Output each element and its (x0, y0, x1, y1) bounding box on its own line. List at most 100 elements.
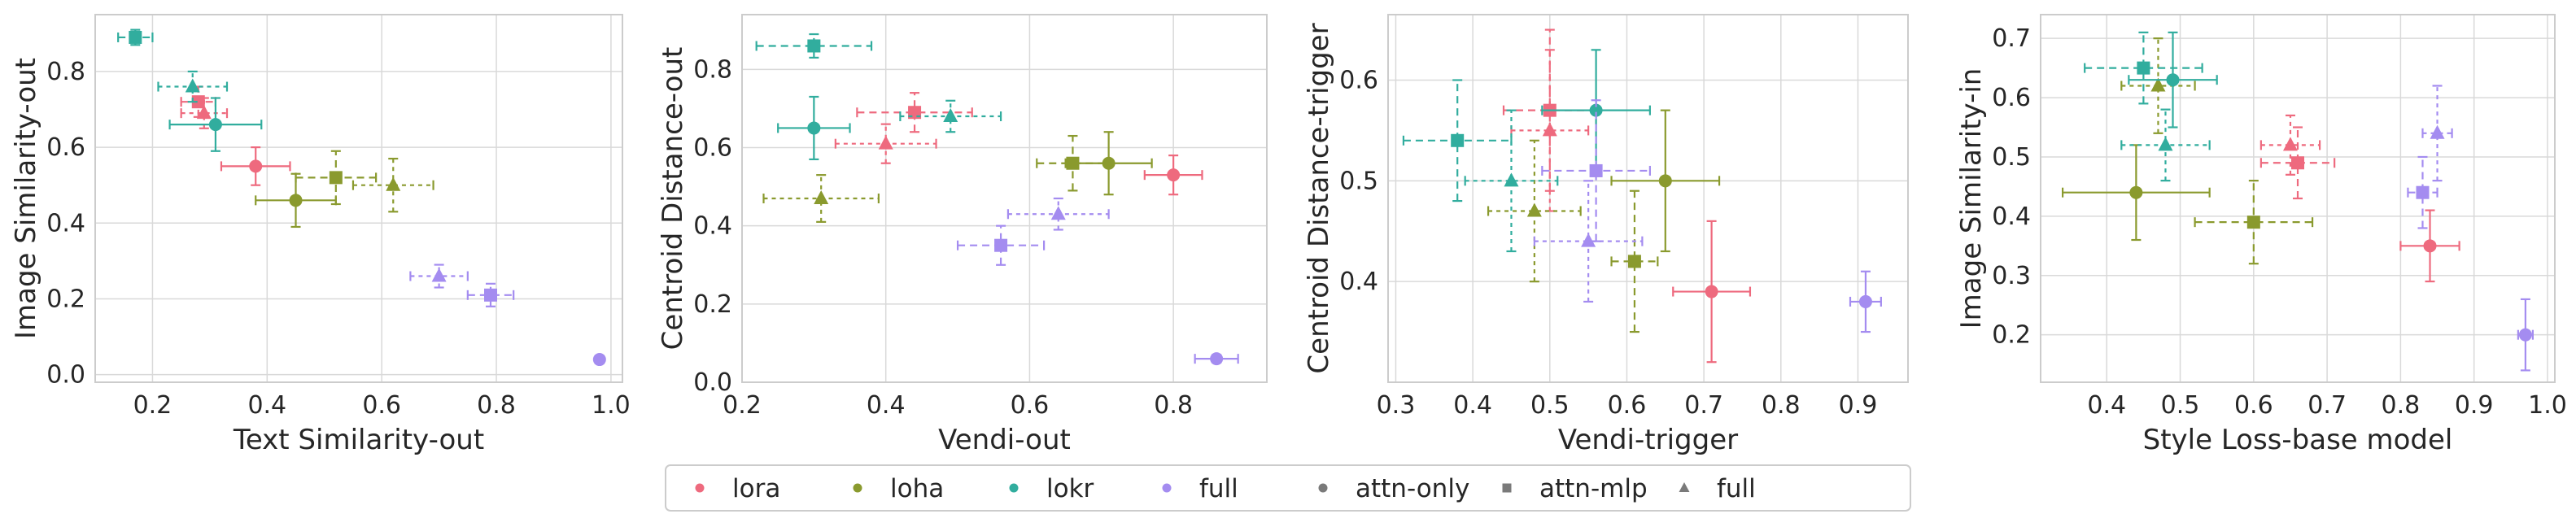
square-marker (1066, 156, 1080, 170)
data-point-lora-full (834, 123, 937, 164)
square-marker (484, 288, 497, 302)
data-point-full-attn-only (592, 353, 606, 367)
x-tick-label: 0.9 (2455, 391, 2494, 420)
y-tick-label: 0.6 (1339, 66, 1378, 94)
x-axis-label: Vendi-trigger (1558, 424, 1738, 456)
data-point-loha-full (1487, 139, 1582, 283)
y-tick-label: 0.7 (1992, 24, 2031, 53)
x-tick-label: 0.6 (1608, 391, 1647, 420)
legend-label: lokr (1046, 474, 1094, 503)
x-tick-label: 0.7 (1684, 391, 1723, 420)
data-point-lokr-attn-mlp (755, 33, 873, 59)
legend-circle-marker (1162, 483, 1172, 493)
y-tick-label: 0.4 (1339, 268, 1378, 296)
legend-item: lokr (1009, 474, 1094, 503)
legend-circle-marker (1009, 483, 1019, 493)
y-tick-label: 0.6 (1992, 84, 2031, 112)
data-point-full-full (2421, 85, 2453, 182)
data-point-lora-attn-only (1143, 155, 1203, 196)
square-marker (129, 30, 142, 44)
legend-item: attn-mlp (1502, 474, 1648, 503)
y-tick-label: 0.0 (46, 361, 85, 390)
legend-frame (665, 464, 1911, 512)
x-tick-label: 0.7 (2307, 391, 2347, 420)
data-point-lokr-full (899, 99, 1002, 133)
y-tick-label: 0.6 (693, 133, 732, 162)
legend-circle-marker (1318, 483, 1328, 493)
y-tick-label: 0.2 (46, 285, 85, 313)
square-marker (2416, 185, 2430, 199)
triangle-marker (1542, 122, 1557, 137)
data-point-lora-attn-only (1672, 220, 1752, 364)
plot-frame (741, 14, 1268, 383)
triangle-marker (2282, 137, 2298, 151)
triangle-marker (196, 105, 212, 120)
triangle-marker (386, 176, 401, 191)
legend-item: full (1162, 474, 1238, 503)
x-tick-label: 1.0 (592, 391, 631, 420)
legend-item: full (1679, 474, 1756, 503)
x-tick-label: 0.2 (723, 391, 762, 420)
data-point-full-attn-only (1849, 270, 1882, 333)
y-tick-label: 0.5 (1339, 167, 1378, 195)
circle-marker (208, 118, 222, 132)
y-axis-label: Image Similarity-in (1955, 68, 1988, 329)
x-tick-label: 0.4 (247, 391, 286, 420)
triangle-marker (814, 190, 829, 204)
data-point-lokr-attn-mlp (2084, 31, 2203, 105)
square-marker (329, 171, 343, 185)
triangle-marker (2158, 137, 2173, 151)
x-tick-label: 0.4 (1453, 391, 1492, 420)
circle-marker (1589, 103, 1603, 117)
chart-panel-1: 0.2 0.4 0.6 0.8 1.0 0.0 0.2 0.4 0.6 0.8 Text Simil… (10, 14, 631, 456)
chart-panel-2: 0.2 0.4 0.6 0.80.00.20.40.60.8Vendi-outCent… (657, 14, 1268, 456)
chart-panel-4: 0.4 0.5 0.6 0.7 0.8 0.9 1.0 0.2 0.3 0.4 0.5 0.6 0.7 S… (1955, 14, 2567, 456)
data-point-lokr-attn-only (777, 95, 851, 161)
triangle-marker (2430, 124, 2445, 139)
triangle-marker (1504, 172, 1519, 187)
y-tick-label: 0.8 (46, 58, 85, 86)
x-tick-label: 0.2 (133, 391, 172, 420)
data-point-loha-attn-only (2061, 144, 2211, 242)
data-point-lora-attn-mlp (2259, 126, 2336, 200)
x-tick-label: 0.5 (2161, 391, 2200, 420)
circle-marker (289, 194, 303, 207)
data-point-full-attn-only (1194, 352, 1239, 366)
data-point-lora-full (180, 97, 229, 129)
data-point-loha-full (351, 157, 434, 213)
square-marker (2246, 216, 2260, 229)
legend-square-marker (1502, 483, 1512, 493)
data-point-full-full (1006, 197, 1110, 231)
circle-marker (2129, 185, 2143, 199)
plot-frame (94, 14, 623, 383)
square-marker (807, 39, 821, 53)
y-axis-label: Image Similarity-out (10, 58, 42, 339)
y-tick-label: 0.4 (693, 212, 732, 241)
x-tick-label: 0.4 (2087, 391, 2126, 420)
data-point-full-attn-only (2517, 298, 2535, 372)
data-point-lokr-full (1464, 109, 1559, 253)
y-tick-label: 0.0 (693, 368, 732, 397)
circle-marker (592, 353, 606, 367)
square-marker (1451, 133, 1465, 147)
legend-circle-marker (695, 483, 705, 493)
legend-label: lora (732, 474, 780, 503)
data-point-lokr-full (2120, 108, 2211, 182)
data-point-lokr-attn-mlp (117, 28, 154, 46)
x-tick-label: 0.8 (477, 391, 516, 420)
triangle-marker (431, 268, 447, 282)
y-tick-label: 0.2 (1992, 321, 2031, 350)
legend-item: loha (853, 474, 944, 503)
x-tick-label: 0.4 (867, 391, 906, 420)
y-axis-label: Centroid Distance-trigger (1303, 23, 1335, 373)
data-point-full-attn-mlp (956, 224, 1046, 266)
circle-marker (2166, 73, 2180, 87)
circle-marker (1705, 285, 1718, 298)
square-marker (1627, 255, 1641, 268)
data-point-loha-attn-only (1610, 109, 1721, 253)
triangle-marker (1581, 233, 1596, 247)
square-marker (1589, 163, 1603, 177)
legend-label: full (1717, 474, 1756, 503)
